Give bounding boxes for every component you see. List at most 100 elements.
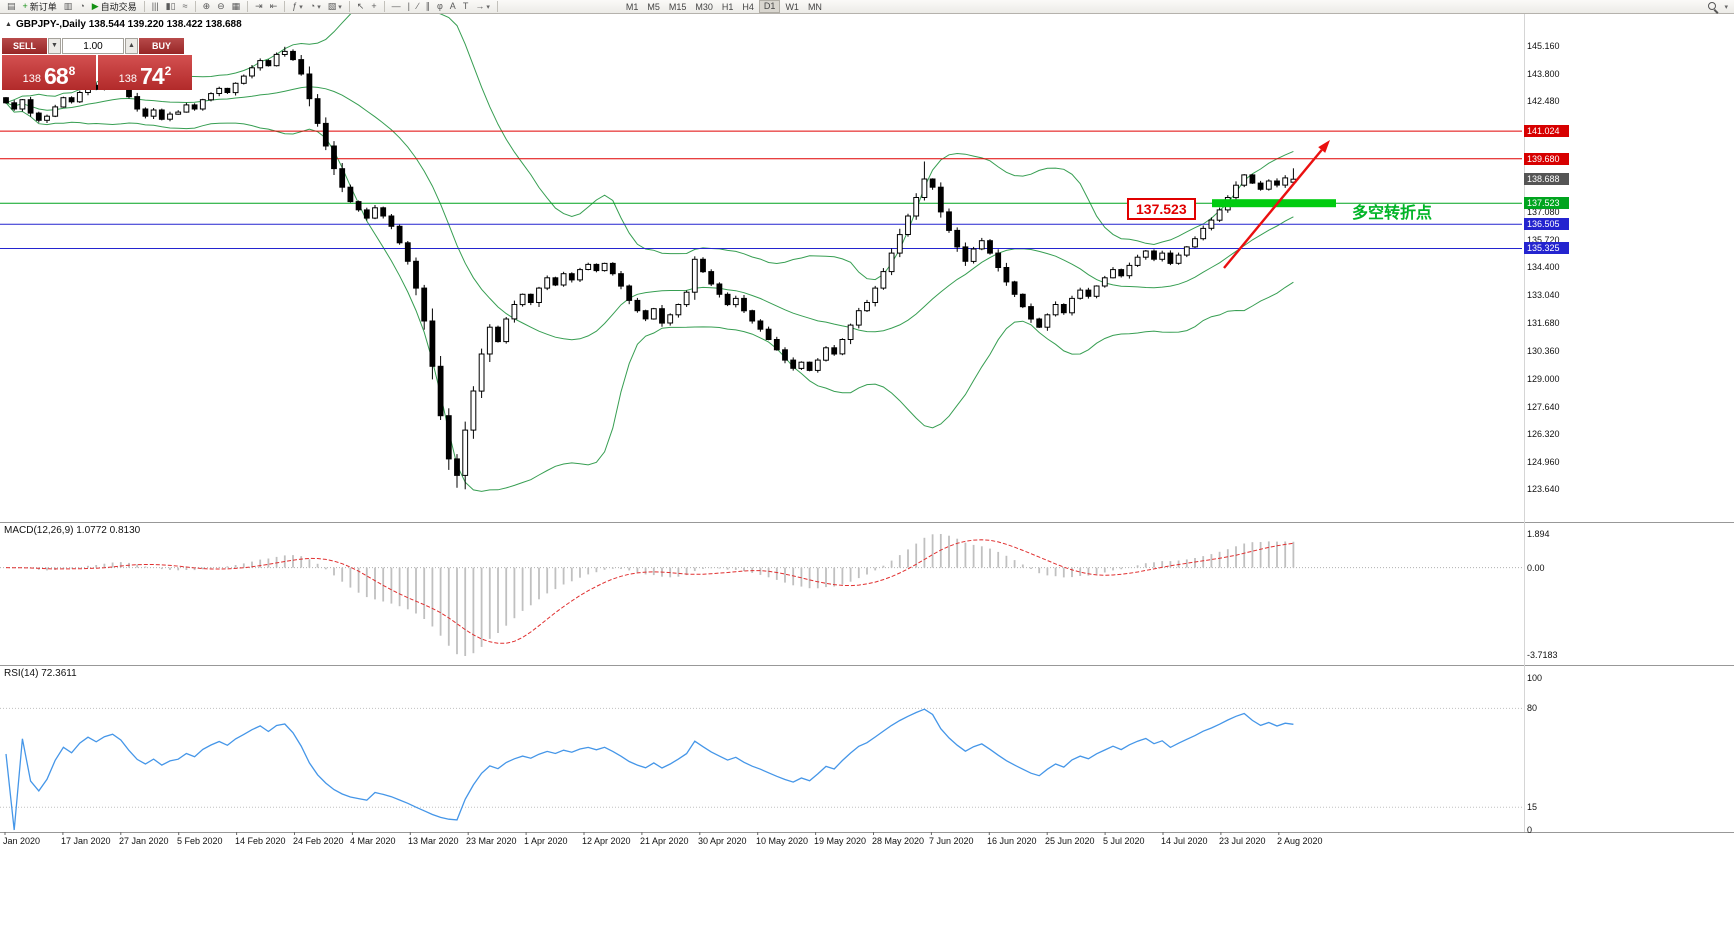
- macd-scale-label: -3.7183: [1527, 650, 1558, 660]
- timeframe-m5-button[interactable]: M5: [647, 1, 660, 12]
- market-watch-button[interactable]: ▥: [61, 0, 76, 13]
- periods-button[interactable]: ◔ ▾: [307, 0, 324, 13]
- crosshair-button[interactable]: +: [368, 0, 379, 13]
- macd-scale-label: 0.00: [1527, 563, 1545, 573]
- timeframe-mn-button[interactable]: MN: [807, 1, 822, 12]
- text-button[interactable]: A: [447, 0, 459, 13]
- zoom-in-button[interactable]: ⊕: [200, 0, 214, 13]
- timeframe-d1-button[interactable]: D1: [758, 0, 781, 13]
- new-order-icon: +: [22, 1, 28, 11]
- date-label: 12 Apr 2020: [582, 836, 631, 846]
- bid-prefix: 138: [22, 73, 42, 85]
- candlestick-chart-button[interactable]: ▮▯: [163, 0, 179, 13]
- vertical-line-button[interactable]: |: [405, 0, 413, 13]
- price-tick-label: 130.360: [1527, 346, 1560, 356]
- timeframe-m1-button[interactable]: M1: [625, 1, 639, 12]
- trade-panel-top-row: SELL ▼ ▲ BUY: [2, 38, 194, 54]
- price-badge: 139.680: [1524, 153, 1569, 165]
- bollinger-bands: [5, 14, 1294, 492]
- auto-trading-button[interactable]: ▶ 自动交易: [89, 0, 140, 13]
- templates-icon: ▧: [327, 1, 337, 11]
- new-order-button[interactable]: + 新订单: [20, 0, 60, 13]
- channel-button[interactable]: ∥: [422, 0, 433, 13]
- date-label: 28 May 2020: [872, 836, 925, 846]
- zone-annotation-label[interactable]: 多空转折点: [1352, 205, 1433, 222]
- label-button[interactable]: T: [460, 0, 472, 13]
- zoom-out-button[interactable]: ⊖: [214, 0, 228, 13]
- chart-annotations: [1212, 140, 1336, 269]
- symbol-ohlc-text: GBPJPY-,Daily 138.544 139.220 138.422 13…: [15, 19, 242, 30]
- zoom-in-icon: ⊕: [202, 1, 211, 11]
- ask-price-button[interactable]: 138 74 2: [98, 55, 192, 90]
- date-label: 2 Aug 2020: [1277, 836, 1323, 846]
- date-label: 25 Jun 2020: [1045, 836, 1095, 846]
- timeframe-h1-button[interactable]: H1: [721, 1, 734, 12]
- line-chart-button[interactable]: ≈: [180, 0, 191, 13]
- arrows-icon: →: [475, 1, 485, 11]
- label-icon: T: [462, 1, 469, 11]
- history-center-icon: ◔: [79, 1, 85, 11]
- indicators-button[interactable]: ƒ ▾: [289, 0, 306, 13]
- search-icon[interactable]: [1708, 1, 1718, 12]
- date-label: 13 Mar 2020: [408, 836, 459, 846]
- ask-big-digits: 74: [140, 63, 165, 89]
- horizontal-lines: [0, 130, 1522, 249]
- bid-price-button[interactable]: 138 68 8: [2, 55, 96, 90]
- toolbar-separator: [247, 1, 249, 12]
- trend-arrow-head: [1318, 140, 1330, 153]
- volume-input[interactable]: [62, 38, 124, 54]
- price-badge: 135.325: [1524, 242, 1569, 254]
- date-label: 14 Feb 2020: [235, 836, 286, 846]
- price-tick-label: 135.720: [1527, 235, 1560, 245]
- collapse-panel-icon[interactable]: ▲: [5, 21, 12, 28]
- timeframe-m30-button[interactable]: M30: [695, 1, 713, 12]
- indicators-icon: ƒ: [292, 1, 298, 11]
- price-badge: 141.024: [1524, 125, 1569, 137]
- rsi-scale-label: 100: [1527, 673, 1543, 683]
- vertical-line-icon: |: [407, 1, 410, 11]
- date-label: 7 Jun 2020: [929, 836, 974, 846]
- sell-button[interactable]: SELL: [2, 38, 47, 54]
- new-chart-button[interactable]: ▤: [4, 0, 19, 13]
- price-tick-label: 133.040: [1527, 290, 1560, 300]
- date-label: 10 May 2020: [756, 836, 809, 846]
- trendline-button[interactable]: ∕: [414, 0, 422, 13]
- trendline-icon: ∕: [416, 1, 419, 11]
- price-annotation-box[interactable]: 137.523: [1127, 198, 1196, 220]
- support-zone-bar[interactable]: [1212, 199, 1336, 208]
- date-label: 23 Mar 2020: [466, 836, 517, 846]
- tile-windows-icon: ▦: [231, 1, 241, 11]
- arrows-button[interactable]: → ▾: [472, 0, 493, 13]
- candlesticks: [3, 46, 1297, 490]
- volume-up-button[interactable]: ▲: [125, 38, 138, 54]
- panel-separators: [0, 14, 1734, 835]
- timeframe-h4-button[interactable]: H4: [742, 1, 754, 12]
- date-label: 5 Feb 2020: [177, 836, 223, 846]
- volume-down-button[interactable]: ▼: [48, 38, 61, 54]
- horizontal-line-button[interactable]: —: [389, 0, 404, 13]
- buy-button[interactable]: BUY: [139, 38, 184, 54]
- date-label: 5 Jul 2020: [1103, 836, 1145, 846]
- date-label: 24 Feb 2020: [293, 836, 344, 846]
- channel-icon: ∥: [425, 1, 430, 11]
- templates-button[interactable]: ▧ ▾: [325, 0, 345, 13]
- timeframe-w1-button[interactable]: W1: [785, 1, 799, 12]
- auto-scroll-button[interactable]: ⇥: [252, 0, 266, 13]
- toolbar: ▤ + 新订单 ▥ ◔ ▶ 自动交易 ||| ▮▯ ≈ ⊕ ⊖ ▦ ⇥ ⇤ ƒ ▾ ◔ ▾ ▧ ▾ ↖ + — | ∕ ∥ φ A T → ▾…: [0, 0, 1734, 14]
- price-tick-label: 123.640: [1527, 484, 1560, 494]
- bar-chart-button[interactable]: |||: [149, 0, 162, 13]
- auto-scroll-icon: ⇥: [255, 1, 263, 11]
- cursor-button[interactable]: ↖: [354, 0, 368, 13]
- bid-pip-digit: 8: [68, 64, 76, 78]
- chart-shift-button[interactable]: ⇤: [267, 0, 281, 13]
- tile-windows-button[interactable]: ▦: [229, 0, 244, 13]
- toolbar-dropdown-icon[interactable]: ▾: [1724, 3, 1728, 11]
- history-center-button[interactable]: ◔: [76, 0, 87, 13]
- ask-prefix: 138: [118, 73, 138, 85]
- timeframe-m15-button[interactable]: M15: [668, 1, 687, 12]
- rsi-indicator: [0, 707, 1522, 831]
- caret-down-icon: ▾: [338, 3, 342, 11]
- caret-down-icon: ▾: [317, 3, 321, 11]
- fibonacci-button[interactable]: φ: [434, 0, 446, 13]
- trend-arrow-line[interactable]: [1223, 149, 1323, 269]
